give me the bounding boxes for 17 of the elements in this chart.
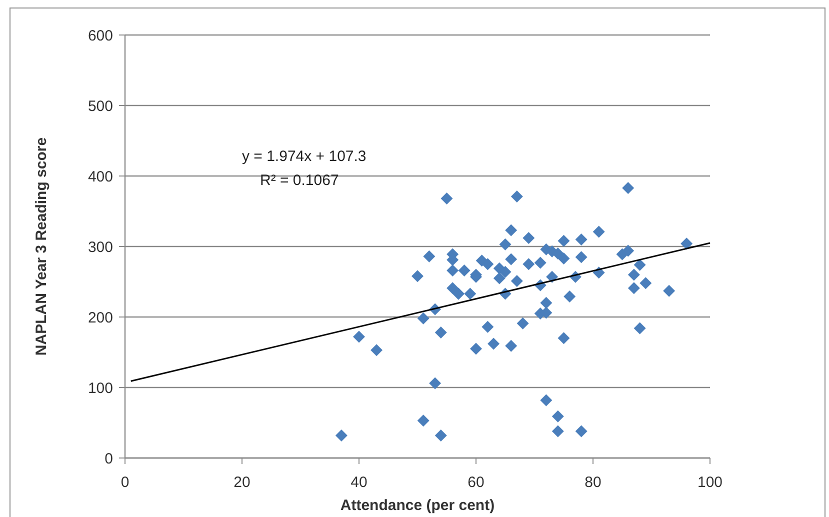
x-tick-label: 80 [584,474,602,491]
x-tick-label: 40 [350,474,368,491]
x-tick-label: 60 [468,474,484,491]
x-axis-title: Attendance (per cent) [340,497,495,514]
annotation: R² = 0.1067 [260,172,339,190]
y-tick-label: 200 [88,309,113,326]
annotation: y = 1.974x + 107.3 [242,148,366,166]
x-tick-label: 20 [234,474,250,491]
x-tick-label: 0 [120,474,130,491]
y-axis-title: NAPLAN Year 3 Reading score [33,137,50,356]
y-tick-label: 300 [88,238,113,256]
y-tick-label: 600 [88,27,113,44]
x-tick-label: 100 [697,474,723,491]
y-tick-label: 400 [88,168,113,186]
y-tick-label: 0 [104,450,113,468]
y-tick-label: 100 [88,380,113,397]
y-tick-label: 500 [88,98,113,115]
